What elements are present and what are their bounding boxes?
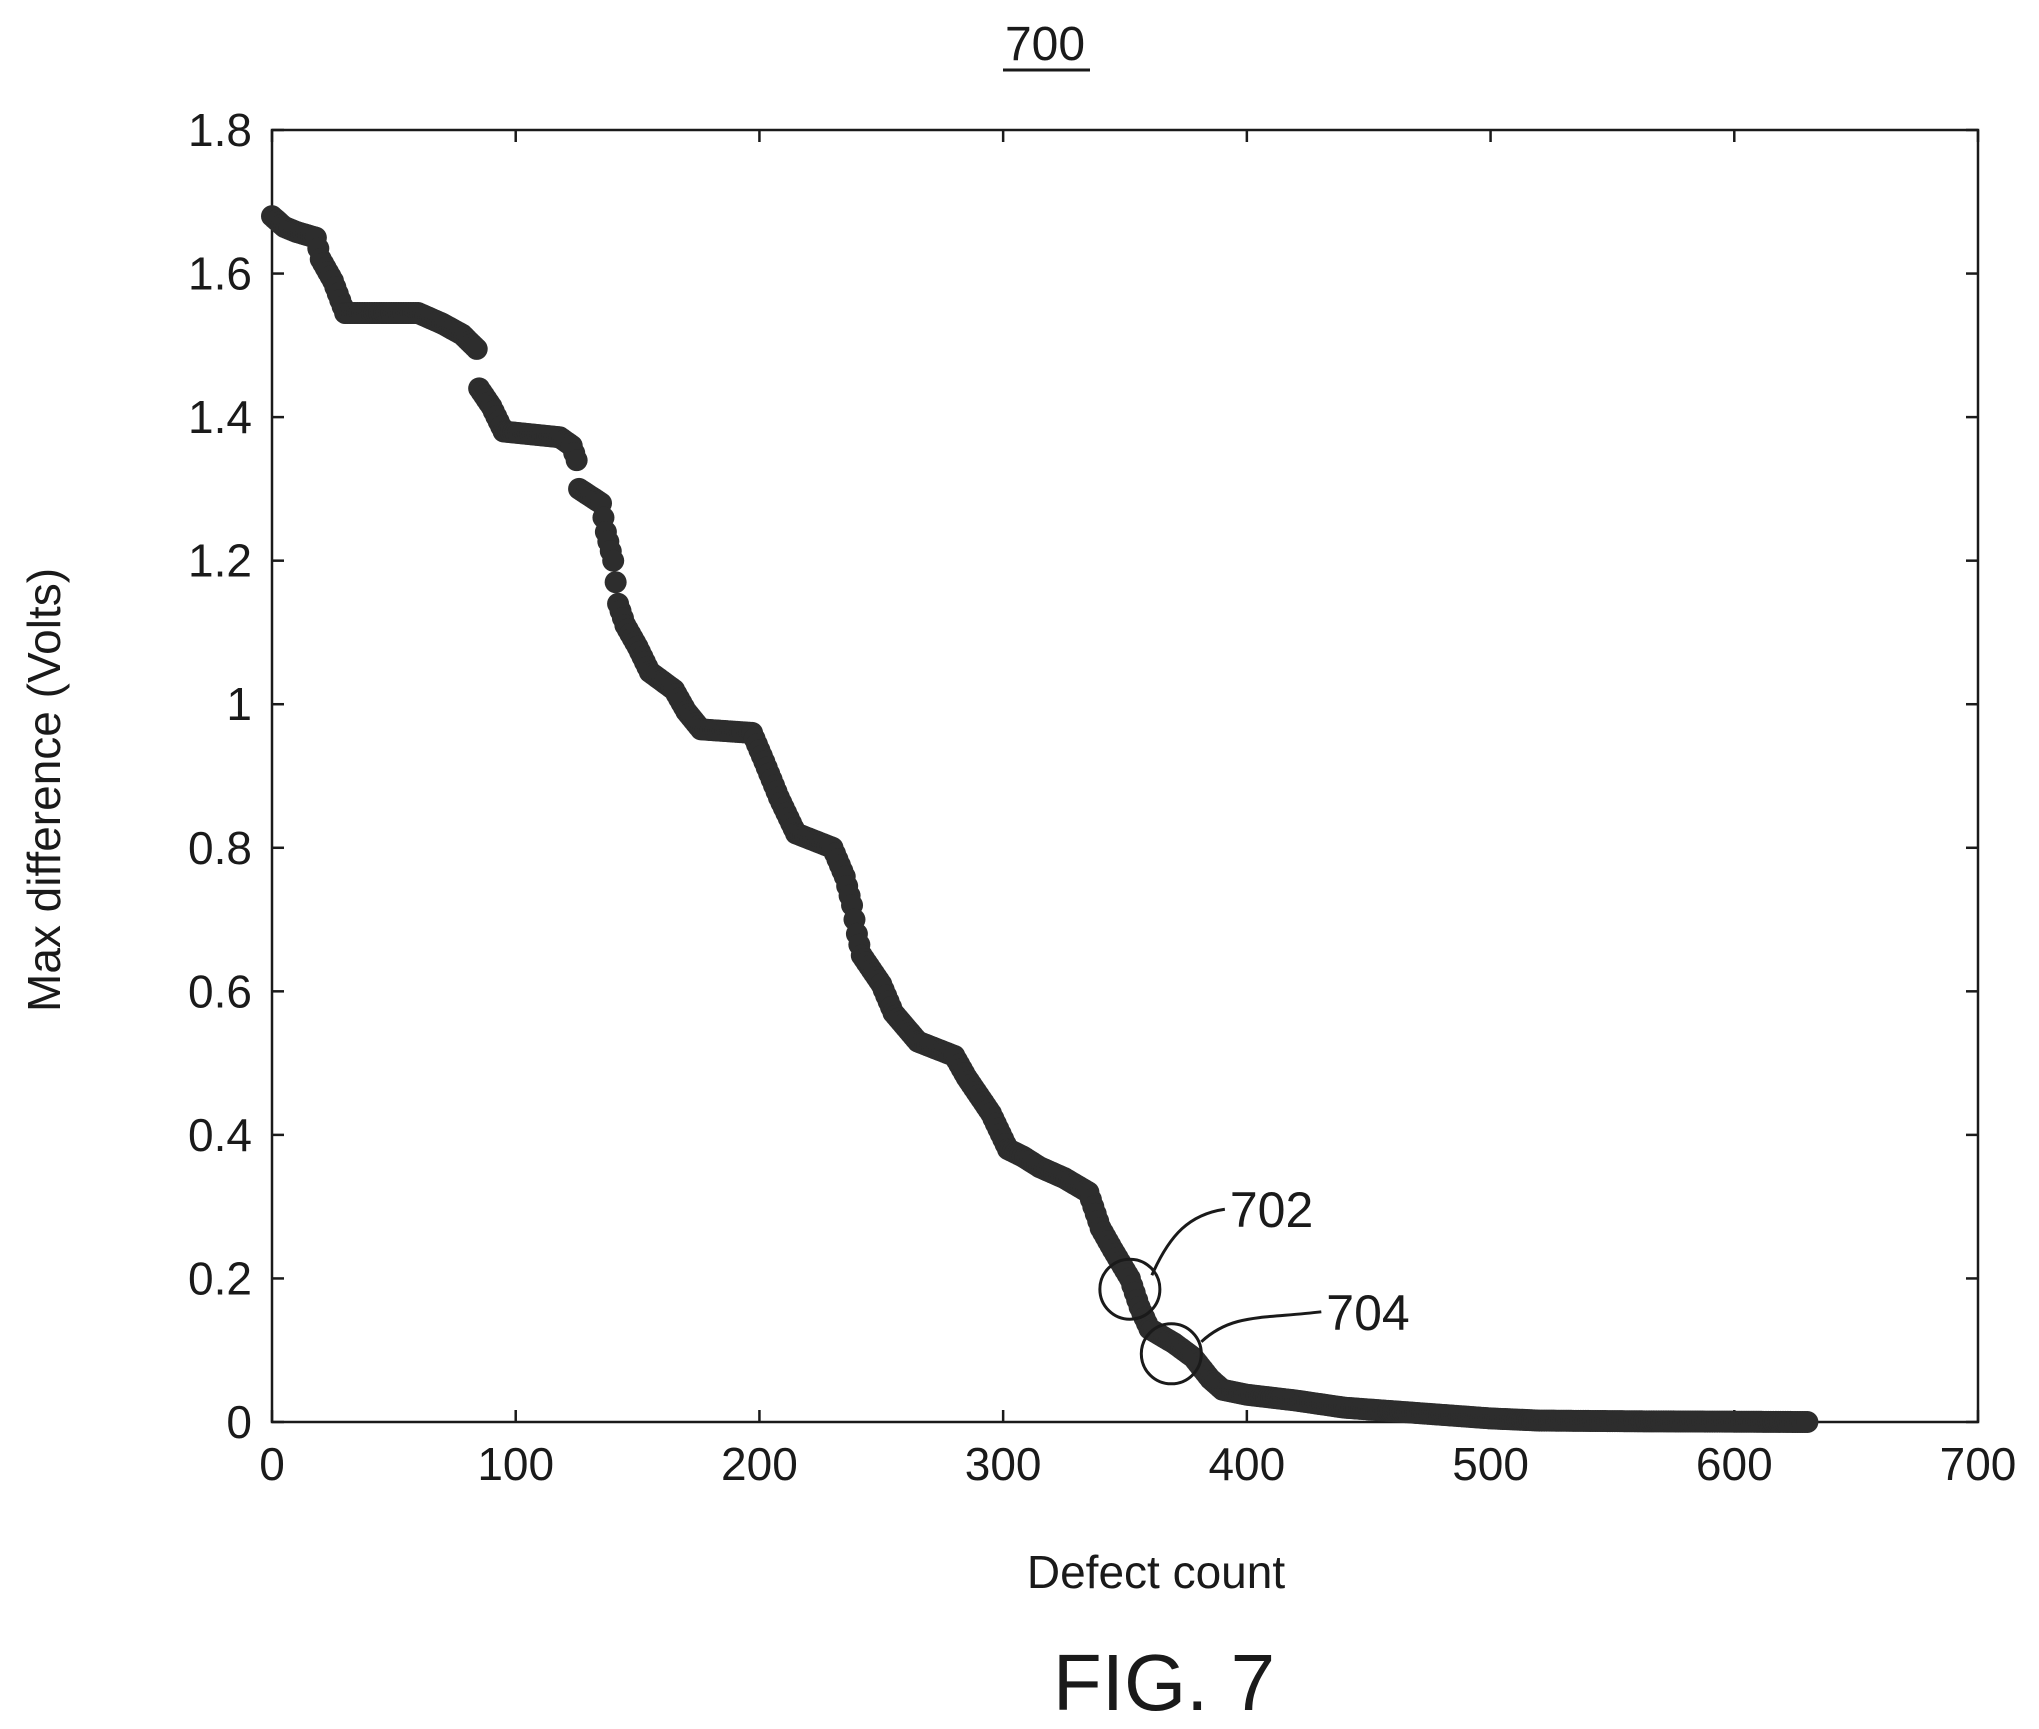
annotation-leader-702: [1150, 1207, 1226, 1276]
x-tick-label-400: 400: [1208, 1438, 1285, 1490]
axes: [270, 128, 1980, 1424]
y-tick-label-1_4: 1.4: [188, 391, 252, 443]
tick-marks: [270, 128, 1980, 1424]
x-tick-label-700: 700: [1940, 1438, 2017, 1490]
data-point: [602, 549, 625, 572]
y-tick-label-1_8: 1.8: [188, 104, 252, 156]
y-axis-label: Max difference (Volts): [18, 568, 70, 1012]
data-point: [465, 337, 488, 360]
figure-caption: FIG. 7: [1053, 1638, 1275, 1727]
y-tick-label-0_8: 0.8: [188, 822, 252, 874]
x-axis-label: Defect count: [1027, 1546, 1285, 1598]
tick-labels: 0 100 200 300 400 500 600 700 0 0.2 0.4 0.6 0.8 1 1.2 1…: [188, 104, 2016, 1490]
annotation-label-704: 704: [1326, 1285, 1409, 1341]
y-tick-label-1_2: 1.2: [188, 535, 252, 587]
x-tick-label-500: 500: [1452, 1438, 1529, 1490]
figure-number: 700: [1005, 18, 1085, 71]
x-tick-label-300: 300: [965, 1438, 1042, 1490]
y-tick-label-0_4: 0.4: [188, 1109, 252, 1161]
y-tick-label-1_6: 1.6: [188, 248, 252, 300]
x-tick-label-600: 600: [1696, 1438, 1773, 1490]
data-point: [604, 571, 627, 594]
annotation-leader-704: [1200, 1310, 1322, 1343]
plot-frame: [270, 128, 1980, 1424]
data-points: [261, 205, 1819, 1433]
x-tick-label-200: 200: [721, 1438, 798, 1490]
x-tick-label-0: 0: [259, 1438, 285, 1490]
annotation-circle-704: [1139, 1322, 1203, 1386]
y-tick-label-0_2: 0.2: [188, 1252, 252, 1304]
annotation-label-702: 702: [1230, 1182, 1313, 1238]
annotation-circle-702: [1098, 1257, 1162, 1321]
y-tick-label-1: 1: [226, 678, 252, 730]
data-point: [1796, 1411, 1819, 1433]
data-point: [565, 449, 588, 472]
x-tick-label-100: 100: [477, 1438, 554, 1490]
y-tick-label-0: 0: [226, 1396, 252, 1448]
y-tick-label-0_6: 0.6: [188, 965, 252, 1017]
